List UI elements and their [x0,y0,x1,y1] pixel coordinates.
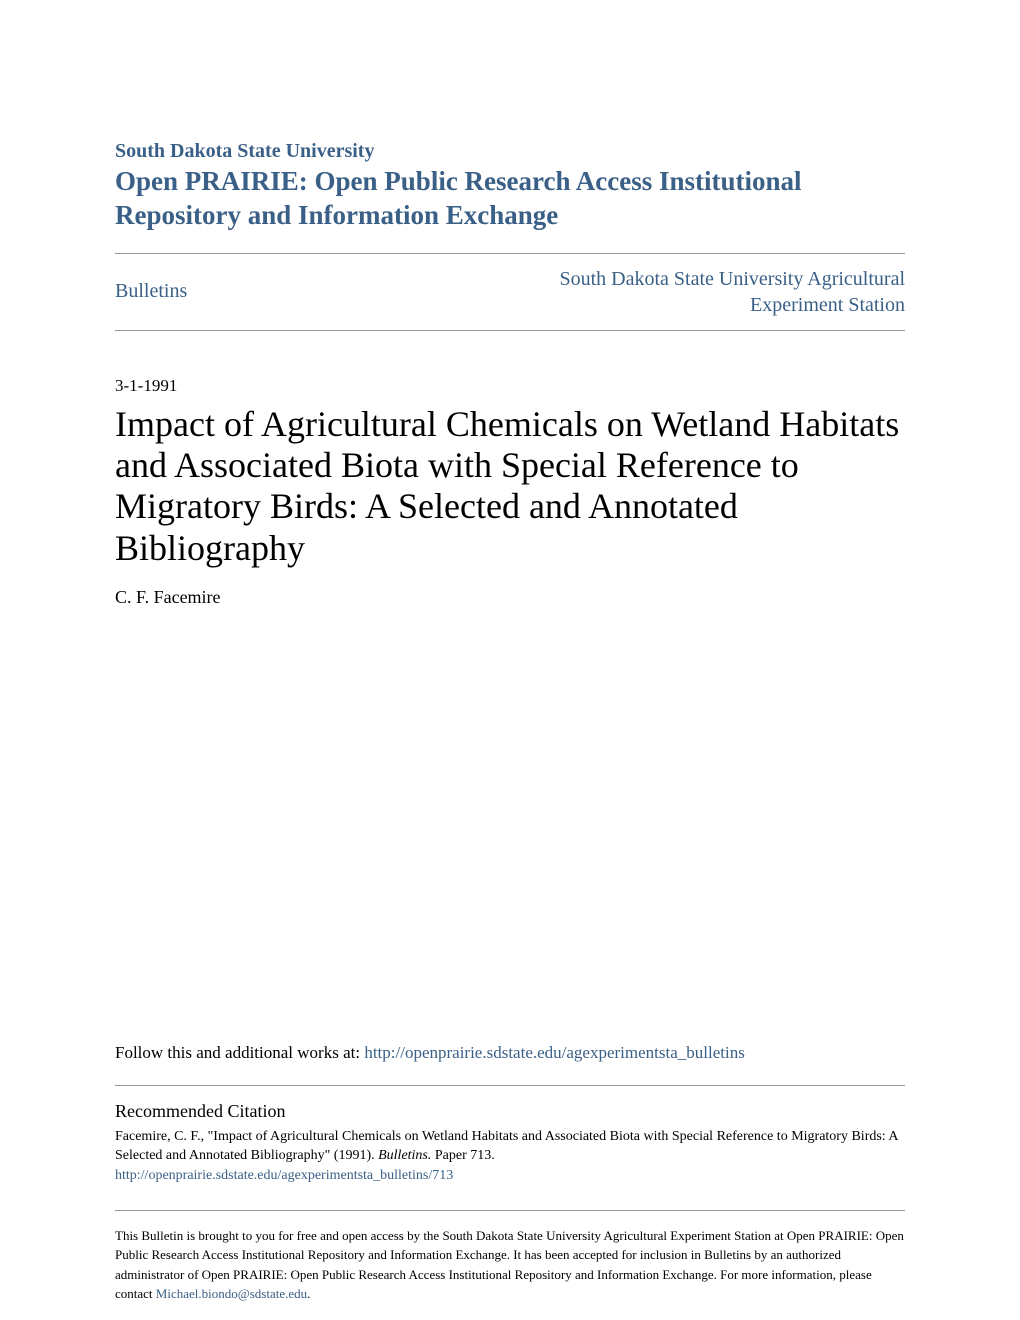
footer-section: This Bulletin is brought to you for free… [115,1210,905,1304]
citation-text: Facemire, C. F., "Impact of Agricultural… [115,1128,905,1166]
publication-date: 3-1-1991 [115,376,905,396]
citation-text-part2: Paper 713. [431,1148,494,1163]
citation-link[interactable]: http://openprairie.sdstate.edu/agexperim… [115,1168,905,1184]
follow-link[interactable]: http://openprairie.sdstate.edu/agexperim… [364,1043,745,1062]
nav-collection-link[interactable]: Bulletins [115,280,187,303]
university-name: South Dakota State University [115,140,905,163]
nav-station-link[interactable]: South Dakota State University Agricultur… [485,266,905,318]
follow-section: Follow this and additional works at: htt… [115,1043,905,1063]
citation-text-italic: Bulletins. [378,1148,431,1163]
header-block: South Dakota State University Open PRAIR… [115,140,905,233]
citation-section: Recommended Citation Facemire, C. F., "I… [115,1085,905,1184]
citation-heading: Recommended Citation [115,1101,905,1122]
repository-name[interactable]: Open PRAIRIE: Open Public Research Acces… [115,165,905,233]
citation-text-part1: Facemire, C. F., "Impact of Agricultural… [115,1129,898,1163]
contact-email-link[interactable]: Michael.biondo@sdstate.edu [156,1286,307,1301]
footer-text-part2: . [307,1286,310,1301]
footer-text: This Bulletin is brought to you for free… [115,1226,905,1304]
author-name: C. F. Facemire [115,587,905,608]
follow-prefix: Follow this and additional works at: [115,1043,364,1062]
paper-title: Impact of Agricultural Chemicals on Wetl… [115,404,905,570]
nav-row: Bulletins South Dakota State University … [115,253,905,331]
